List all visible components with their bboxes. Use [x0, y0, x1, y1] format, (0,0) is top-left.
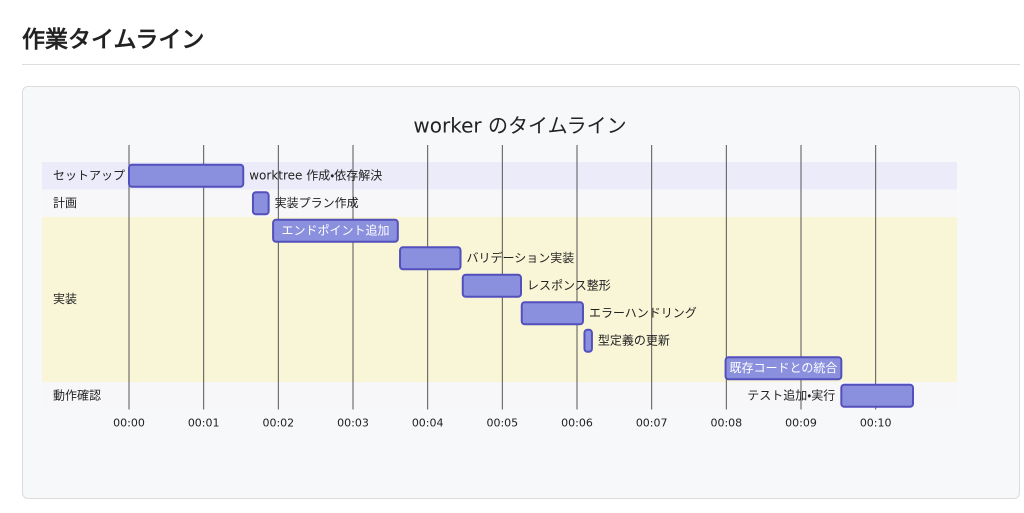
- section-label: セットアップ: [53, 168, 125, 182]
- x-tick-label: 00:00: [113, 417, 145, 430]
- section-label: 動作確認: [53, 387, 101, 402]
- task-label: エラーハンドリング: [589, 306, 697, 320]
- divider: [22, 64, 1020, 65]
- task-bar: [724, 356, 843, 381]
- task-bar: [272, 218, 399, 243]
- x-tick-label: 00:09: [785, 417, 817, 430]
- section-band: [42, 217, 957, 382]
- x-tick-label: 00:05: [486, 417, 518, 430]
- chart-title: worker のタイムライン: [413, 114, 626, 138]
- task-bar: [520, 301, 584, 326]
- x-tick-label: 00:03: [337, 417, 369, 430]
- task-label: 既存コードとの統合: [730, 361, 838, 375]
- section-label: 実装: [53, 292, 77, 306]
- section-band: [42, 382, 957, 410]
- task-bar: [840, 383, 915, 408]
- task-label: 実装プラン作成: [275, 196, 359, 210]
- page-title: 作業タイムライン: [22, 27, 205, 53]
- section-band: [42, 189, 957, 217]
- task-bar: [461, 273, 523, 298]
- task-label: テスト追加・実行: [747, 387, 835, 402]
- task-label: レスポンス整形: [527, 278, 611, 292]
- x-tick-label: 00:08: [710, 417, 742, 430]
- x-tick-label: 00:04: [412, 417, 444, 430]
- task-label: エンドポイント追加: [281, 222, 389, 237]
- task-bar: [251, 191, 270, 216]
- task-bar: [583, 328, 593, 353]
- x-tick-label: 00:06: [561, 417, 593, 430]
- task-label: worktree 作成・依存解決: [249, 168, 382, 182]
- x-tick-label: 00:10: [860, 417, 892, 430]
- x-tick-label: 00:02: [262, 417, 294, 430]
- grid: [128, 145, 877, 410]
- task-label: バリデーション実装: [467, 250, 575, 265]
- task-bar: [128, 163, 245, 188]
- task-label: 型定義の更新: [598, 332, 670, 347]
- section-label: 計画: [53, 195, 77, 210]
- x-tick-label: 00:07: [636, 417, 668, 430]
- task-bar: [399, 246, 462, 271]
- x-tick-label: 00:01: [188, 417, 220, 430]
- bars: worktree 作成・依存解決実装プラン作成エンドポイント追加バリデーション実…: [128, 163, 915, 408]
